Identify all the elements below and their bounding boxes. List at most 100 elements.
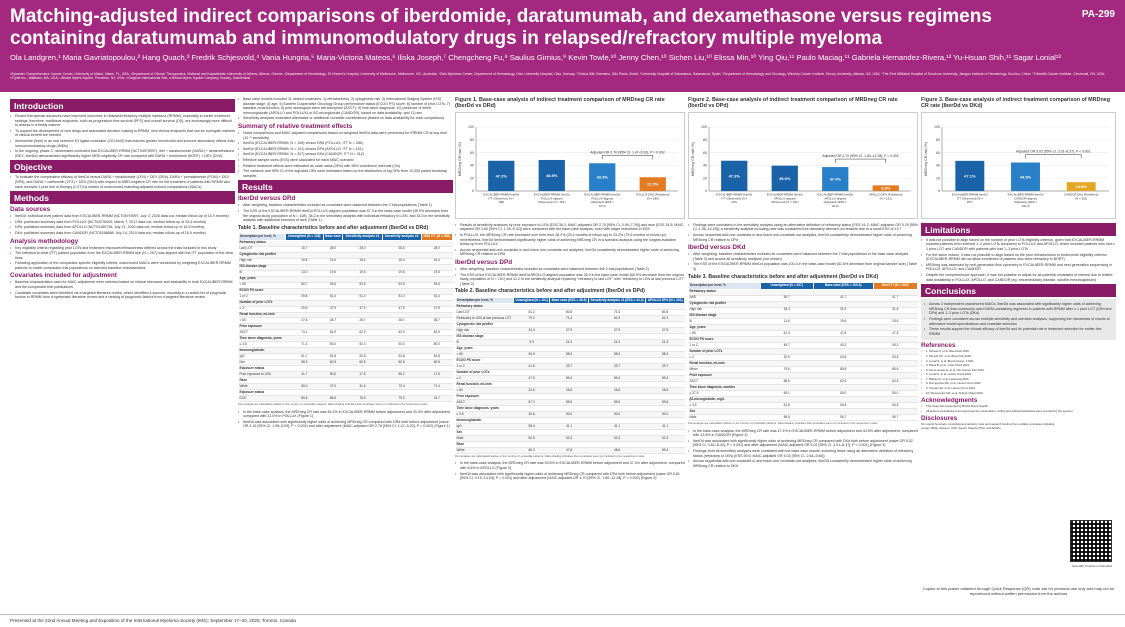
table-cell: ASCT	[455, 399, 514, 407]
bar	[955, 160, 985, 191]
bullet-item: Across sequential add-one-covariate-in a…	[455, 248, 685, 257]
table-cell: Cytogenetic risk profiler	[688, 301, 761, 308]
table-cell: 31.4	[342, 383, 382, 391]
table-cell: 62.5	[873, 378, 918, 386]
table-row: Sex	[688, 408, 918, 416]
table-cell: 62.9	[342, 329, 382, 337]
table-cell: 49.2	[873, 342, 918, 350]
tick-label: 100	[934, 125, 940, 129]
category-label: (Observed) (N = 101)	[771, 200, 798, 204]
table-cell: Cytogenetic risk profiler	[238, 252, 286, 259]
table-cell: 15.4	[382, 258, 422, 265]
table-cell: 53.5	[342, 282, 382, 289]
bullet-item: In POLLUX, the MRDneg CR rate increased …	[455, 233, 685, 247]
table-cell	[513, 357, 550, 365]
table-row: Race	[455, 441, 685, 448]
table-2-title: Table 2. Baseline characteristics before…	[455, 288, 645, 295]
table-row: ISS disease stage	[455, 333, 685, 341]
category-label: (Adjusted) (ESS =	[591, 200, 615, 204]
bar	[589, 163, 616, 191]
table-1: Description per level, % Unweighted (N = …	[237, 232, 454, 403]
conclusions-list: Across 3 independent unanchored MAICs, I…	[924, 302, 1113, 336]
table-row: β2-microglobulin, mg/L	[688, 396, 918, 404]
table-row: ASCT 68.6 62.5 62.5	[688, 378, 918, 386]
bullet-item: 2. Munshi NC, et al. Blood Adv 2020.	[921, 354, 1116, 359]
table-cell: Age, years	[455, 345, 514, 353]
table-cell	[549, 345, 589, 353]
table-cell: 62.9	[323, 329, 343, 337]
bullet-item: IberDd was associated with significantly…	[238, 420, 453, 429]
table-cell: 26.5	[588, 387, 646, 395]
bar-value-label: 8.8%	[881, 185, 891, 190]
bullet-item: In the ongoing, phase 3, randomized cont…	[10, 149, 235, 158]
bullet-item: The variance and 95% CI of the adjusted …	[238, 169, 453, 178]
table-cell: III	[455, 339, 514, 347]
table-cell	[873, 324, 918, 332]
table-cell: 85.8	[813, 366, 874, 374]
bullet-item: Naïve comparisons and MAIC-adjusted comp…	[238, 131, 453, 140]
category-label: EXCALIBER-RRMM IberDd	[952, 192, 988, 196]
table-cell: Race	[455, 441, 514, 448]
table-cell: < 60	[455, 387, 514, 395]
table-header-cell: Base case (ESS = 26.9)	[549, 296, 589, 305]
table-cell: 50.0	[285, 383, 324, 391]
bullet-item: Key eligibility criteria regarding prior…	[10, 246, 235, 251]
table-cell: 28.7	[382, 317, 422, 325]
table-cell	[285, 300, 324, 307]
table-cell: 49.2	[813, 342, 874, 350]
table-cell	[285, 347, 324, 355]
table-cell	[513, 333, 550, 341]
table-cell	[760, 313, 814, 320]
table-cell: Mean	[688, 366, 761, 374]
table-row: 1 or 2 45.7 49.2 49.2	[688, 342, 918, 350]
table-cell: ECOG PS score	[455, 357, 514, 365]
bullet-item: DRd: published summary data from POLLUX …	[10, 220, 235, 225]
table-header-cell: Unweighted (N = 108)	[285, 232, 324, 241]
table-cell: 50.0	[421, 341, 453, 349]
table-cell: 28.7	[421, 317, 453, 325]
table-row: Age, years	[455, 345, 685, 353]
dkd-results-list: In the base-case analysis, the MRDneg CR…	[688, 429, 918, 469]
table-cell: 71.3	[285, 341, 324, 349]
table-cell	[382, 323, 422, 331]
bar	[721, 160, 748, 191]
table-cell	[285, 335, 324, 343]
tick-label: 60	[936, 151, 940, 155]
table-cell: 41.7	[285, 371, 324, 379]
table-cell: 19.6	[813, 318, 874, 326]
bullet-item: To support the development of new drugs …	[10, 129, 235, 138]
bullet-item: 5. Avet-Loiseau H, et al. Clin Cancer Re…	[921, 368, 1116, 373]
table-cell	[760, 408, 814, 416]
table-cell: 28.7	[342, 317, 382, 325]
table-cell: 58.3	[645, 351, 685, 359]
bullet-item: Findings were consistent in the sensitiv…	[688, 223, 918, 232]
bullet-item: Recent therapeutic advances have improve…	[10, 114, 235, 128]
bullet-item: 8. Dimopoulos MA, et al. Lancet Oncol 20…	[921, 382, 1116, 386]
table-cell: 50.7	[760, 295, 814, 302]
subheading-acknowledgments: Acknowledgments	[921, 397, 978, 405]
table-cell: 62.9	[382, 329, 422, 337]
table-cell: 59.6	[645, 399, 685, 407]
section-heading-conclusions: Conclusions	[921, 284, 1116, 298]
table-header-cell: Sensitivity analysis #1 (ESS = 41.2)	[587, 296, 647, 305]
qr-code-icon[interactable]	[1070, 520, 1112, 562]
table-cell: 22.8	[513, 387, 550, 395]
figure-1: 0 20 40 60 80 100 MRDneg CR rate (%) 47.2% EXCAL…	[455, 111, 685, 219]
table-cell: 62.5	[813, 378, 874, 386]
table-cell: 13.0	[285, 270, 324, 277]
table-cell: 51.4	[382, 294, 422, 301]
table-cell	[760, 384, 814, 392]
table-row: Time since diagnosis, years	[455, 405, 685, 413]
table-cell	[813, 348, 874, 356]
table-cell: Refractory status	[238, 240, 286, 247]
table-cell	[513, 303, 550, 311]
table-cell	[285, 377, 324, 385]
table-cell: 27.8	[285, 317, 324, 325]
fig2-bullet-list: Findings were consistent in the sensitiv…	[688, 223, 918, 242]
table-cell: 60.5	[382, 359, 422, 367]
table-header-cell: Description per level, %	[454, 296, 515, 305]
table-cell	[813, 372, 874, 380]
table-cell	[813, 336, 874, 344]
table-cell	[421, 389, 453, 397]
table-cell	[549, 303, 589, 311]
